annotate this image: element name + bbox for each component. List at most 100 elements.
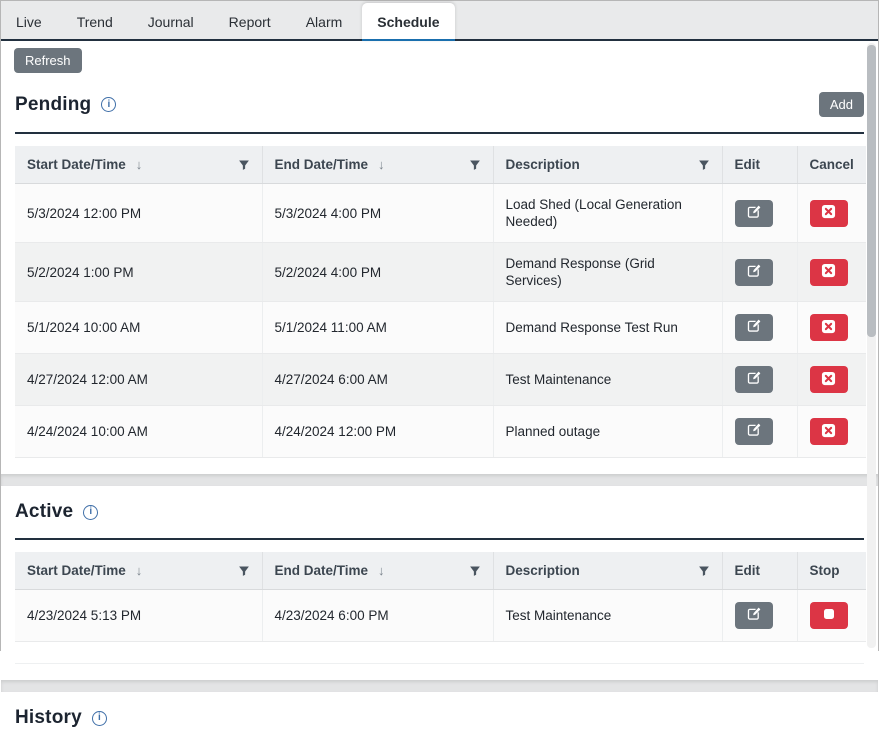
edit-cell <box>722 405 798 458</box>
stop-button[interactable] <box>809 602 848 629</box>
edit-button[interactable] <box>734 199 773 227</box>
column-header-edit: Edit <box>722 146 798 184</box>
edit-cell <box>722 353 798 406</box>
edit-button[interactable] <box>734 418 773 445</box>
active-header-row: Start Date/Time ↓ End Date/Time ↓ <box>15 552 866 590</box>
cancel-cell <box>797 301 866 354</box>
edit-button[interactable] <box>734 258 773 286</box>
cancel-cell <box>797 353 866 406</box>
description-cell: Planned outage <box>493 405 723 458</box>
toolbar: Refresh <box>1 41 878 77</box>
tab-trend[interactable]: Trend <box>76 14 113 30</box>
table-row: 5/2/2024 1:00 PM 5/2/2024 4:00 PM Demand… <box>15 242 866 302</box>
table-row: 4/24/2024 10:00 AM 4/24/2024 12:00 PM Pl… <box>15 405 866 458</box>
tab-report[interactable]: Report <box>228 14 271 30</box>
section-divider <box>15 538 864 540</box>
sort-descending-icon: ↓ <box>378 157 385 172</box>
start-date-cell: 5/1/2024 10:00 AM <box>15 301 263 354</box>
sort-descending-icon: ↓ <box>135 563 143 578</box>
start-date-cell: 4/23/2024 5:13 PM <box>15 589 263 642</box>
filter-icon[interactable] <box>238 159 250 171</box>
filter-icon[interactable] <box>698 565 710 577</box>
sort-descending-icon: ↓ <box>378 563 385 578</box>
column-header-description[interactable]: Description <box>493 146 723 184</box>
edit-pencil-icon <box>747 607 761 624</box>
refresh-button[interactable]: Refresh <box>14 48 82 73</box>
pending-title: Pending <box>15 93 92 115</box>
edit-button[interactable] <box>734 314 773 341</box>
edit-button[interactable] <box>734 602 773 629</box>
edit-pencil-icon <box>747 371 761 388</box>
active-title: Active <box>15 501 74 522</box>
end-date-cell: 5/3/2024 4:00 PM <box>262 183 494 243</box>
section-separator <box>1 474 878 486</box>
end-date-cell: 4/27/2024 6:00 AM <box>262 353 494 406</box>
cancel-cell <box>797 242 866 302</box>
cancel-button[interactable] <box>809 314 848 341</box>
cancel-cell <box>797 183 866 243</box>
scrollbar-track[interactable] <box>867 43 876 648</box>
start-date-cell: 4/27/2024 12:00 AM <box>15 353 263 406</box>
cancel-button[interactable] <box>809 418 848 445</box>
filter-icon[interactable] <box>698 159 710 171</box>
x-square-icon <box>821 204 836 222</box>
tab-live[interactable]: Live <box>16 14 42 30</box>
active-section-head: Active i <box>15 501 864 523</box>
add-button[interactable]: Add <box>818 92 864 117</box>
x-square-icon <box>821 263 836 281</box>
table-row: 5/3/2024 12:00 PM 5/3/2024 4:00 PM Load … <box>15 183 866 243</box>
table-row: 4/23/2024 5:13 PM 4/23/2024 6:00 PM Test… <box>15 589 866 642</box>
info-icon[interactable]: i <box>91 710 107 726</box>
column-label: Description <box>505 157 580 172</box>
tab-alarm[interactable]: Alarm <box>305 14 343 30</box>
info-icon[interactable]: i <box>101 97 117 112</box>
tab-schedule[interactable]: Schedule <box>362 3 455 41</box>
start-date-cell: 4/24/2024 10:00 AM <box>15 405 263 458</box>
edit-cell <box>722 301 798 354</box>
cancel-button[interactable] <box>809 366 848 393</box>
filter-icon[interactable] <box>469 159 481 171</box>
column-label: Edit <box>734 157 761 172</box>
info-icon[interactable]: i <box>83 504 99 520</box>
description-cell: Load Shed (Local Generation Needed) <box>493 183 723 243</box>
column-header-stop: Stop <box>797 552 866 590</box>
filter-icon[interactable] <box>469 565 481 577</box>
column-label: Stop <box>809 563 840 578</box>
sort-descending-icon: ↓ <box>135 157 143 172</box>
column-label: Edit <box>734 563 761 578</box>
column-header-end[interactable]: End Date/Time ↓ <box>262 552 494 590</box>
table-row: 5/1/2024 10:00 AM 5/1/2024 11:00 AM Dema… <box>15 301 866 354</box>
section-divider <box>15 132 864 134</box>
description-cell: Test Maintenance <box>493 589 723 642</box>
table-empty-space <box>15 642 864 664</box>
column-label: Start Date/Time <box>27 157 126 172</box>
description-cell: Demand Response Test Run <box>493 301 723 354</box>
column-header-cancel: Cancel <box>797 146 866 184</box>
edit-button[interactable] <box>734 366 773 393</box>
filter-icon[interactable] <box>238 565 250 577</box>
edit-pencil-icon <box>747 423 761 440</box>
cancel-button[interactable] <box>809 199 848 227</box>
x-square-icon <box>821 423 836 441</box>
table-row: 4/27/2024 12:00 AM 4/27/2024 6:00 AM Tes… <box>15 353 866 406</box>
pending-section: Pending i Add Start Date/Time ↓ <box>1 77 878 474</box>
column-header-edit: Edit <box>722 552 798 590</box>
description-cell: Test Maintenance <box>493 353 723 406</box>
history-title: History <box>15 707 82 728</box>
cancel-cell <box>797 405 866 458</box>
history-section: History i <box>1 692 878 745</box>
edit-pencil-icon <box>747 319 761 336</box>
column-header-end[interactable]: End Date/Time ↓ <box>262 146 494 184</box>
pending-header-row: Start Date/Time ↓ End Date/Time ↓ <box>15 146 866 184</box>
edit-cell <box>722 589 798 642</box>
cancel-button[interactable] <box>809 258 848 286</box>
column-header-start[interactable]: Start Date/Time ↓ <box>15 146 263 184</box>
stop-square-icon <box>823 608 835 623</box>
scrollbar-thumb[interactable] <box>867 45 876 337</box>
column-header-description[interactable]: Description <box>493 552 723 590</box>
schedule-page: { "tabs": [ { "label": "Live", "active":… <box>0 0 879 728</box>
end-date-cell: 4/24/2024 12:00 PM <box>262 405 494 458</box>
tab-journal[interactable]: Journal <box>147 14 194 30</box>
history-section-head: History i <box>15 707 864 729</box>
column-header-start[interactable]: Start Date/Time ↓ <box>15 552 263 590</box>
